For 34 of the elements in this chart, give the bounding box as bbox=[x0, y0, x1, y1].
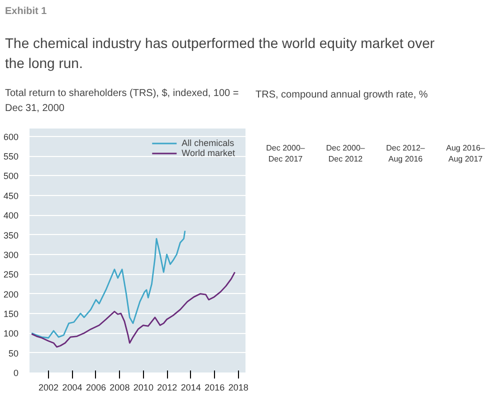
chart-subtitle: Total return to shareholders (TRS), $, indexed, 100 = Dec 31, 2000 bbox=[5, 87, 240, 116]
x-tick-label: 2016 bbox=[204, 382, 225, 392]
x-tick-label: 2018 bbox=[228, 382, 248, 392]
y-tick-label: 250 bbox=[3, 269, 19, 280]
x-tick-label: 2014 bbox=[180, 382, 201, 392]
line-series bbox=[30, 271, 236, 348]
y-tick-label: 600 bbox=[3, 132, 19, 142]
y-tick-label: 0 bbox=[13, 368, 19, 378]
y-tick-label: 500 bbox=[3, 171, 19, 182]
legend-label: World market bbox=[182, 148, 235, 158]
y-tick-label: 350 bbox=[3, 230, 19, 240]
x-tick-label: 2006 bbox=[86, 382, 106, 392]
y-tick-label: 50 bbox=[8, 348, 19, 358]
y-tick-label: 150 bbox=[3, 308, 19, 319]
y-tick-label: 100 bbox=[3, 328, 19, 338]
x-tick-label: 2002 bbox=[38, 382, 59, 392]
text: Exhibit 1 bbox=[5, 5, 47, 19]
legend-label: All chemicals bbox=[182, 138, 234, 148]
text: Dec 2000–Dec 2017 bbox=[266, 144, 306, 164]
y-tick-label: 200 bbox=[3, 289, 19, 300]
text: Dec 2000–Dec 2012 bbox=[326, 144, 366, 164]
y-tick-label: 450 bbox=[3, 190, 19, 201]
x-tick-label: 2010 bbox=[133, 382, 154, 392]
text: TRS, compound annual growth rate, % bbox=[256, 90, 428, 101]
y-tick-label: 300 bbox=[3, 250, 19, 260]
text: Dec 2012–Aug 2016 bbox=[386, 144, 426, 164]
y-tick-label: 400 bbox=[3, 210, 19, 220]
chart-title: The chemical industry has outperformed the world equity market over the long run. bbox=[5, 34, 436, 74]
line-series bbox=[30, 230, 186, 338]
x-tick-label: 2004 bbox=[62, 382, 82, 392]
x-tick-label: 2012 bbox=[157, 382, 178, 392]
text: Aug 2016–Aug 2017 bbox=[446, 144, 486, 164]
y-tick-label: 550 bbox=[3, 151, 19, 162]
x-tick-label: 2008 bbox=[110, 382, 130, 392]
